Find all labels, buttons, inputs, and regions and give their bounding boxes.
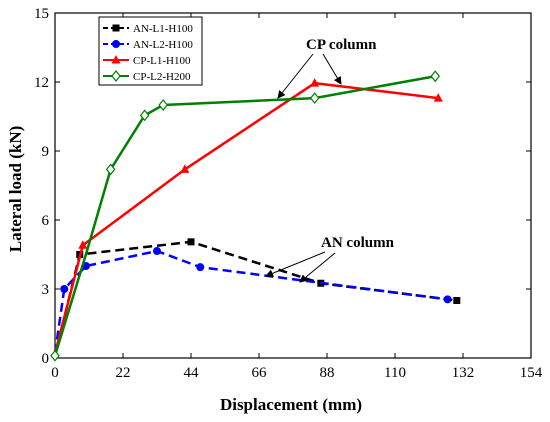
legend-marker bbox=[111, 55, 121, 64]
data-point bbox=[180, 164, 190, 173]
plot-area-border bbox=[54, 12, 532, 359]
legend-marker bbox=[112, 40, 120, 48]
annotation-layer: CP column AN column bbox=[265, 37, 395, 283]
data-point bbox=[453, 297, 461, 304]
y-axis-title: Lateral load (kN) bbox=[6, 126, 25, 253]
data-point bbox=[309, 92, 320, 105]
x-tick-label: 0 bbox=[51, 365, 59, 381]
x-tick-label: 66 bbox=[252, 365, 268, 381]
x-axis-title: Displacement (mm) bbox=[220, 395, 362, 414]
y-tick-label: 3 bbox=[42, 282, 50, 298]
series-1 bbox=[53, 238, 461, 356]
data-point bbox=[78, 240, 88, 249]
annotation-an-column: AN column bbox=[321, 235, 395, 251]
series-line bbox=[53, 81, 439, 354]
x-tick-label: 132 bbox=[452, 365, 475, 381]
annotation-arrow bbox=[265, 251, 326, 278]
data-point bbox=[158, 99, 168, 111]
legend: AN-L1-H100 AN-L2-H100 CP-L1-H100 CP-L2-H… bbox=[98, 16, 203, 86]
data-point bbox=[105, 163, 116, 176]
data-point bbox=[153, 247, 161, 256]
series-4 bbox=[50, 70, 440, 362]
data-point bbox=[60, 285, 69, 293]
y-tick-label: 6 bbox=[42, 213, 50, 229]
data-point bbox=[430, 70, 440, 83]
legend-marker bbox=[112, 24, 120, 32]
data-point bbox=[310, 78, 320, 87]
data-point bbox=[139, 109, 150, 122]
y-tick-label: 15 bbox=[34, 6, 49, 22]
data-point bbox=[196, 263, 205, 272]
annotation-arrow bbox=[277, 53, 314, 99]
x-tick-label: 154 bbox=[520, 365, 543, 381]
data-point bbox=[443, 295, 452, 304]
axis-ticks: 0 22 44 66 88 110 132 154 0 3 6 9 12 15 bbox=[34, 6, 543, 381]
legend-label-cp-l1: CP-L1-H100 bbox=[133, 55, 191, 67]
y-tick-label: 0 bbox=[42, 351, 50, 367]
x-tick-label: 88 bbox=[320, 365, 335, 381]
series-3 bbox=[53, 78, 443, 354]
plot-frame bbox=[54, 12, 532, 359]
y-tick-label: 12 bbox=[34, 75, 49, 91]
annotation-arrow bbox=[322, 53, 342, 85]
annotation-cp-column: CP column bbox=[306, 37, 377, 53]
legend-marker bbox=[111, 70, 121, 82]
x-tick-label: 22 bbox=[116, 365, 131, 381]
x-tick-label: 110 bbox=[384, 365, 406, 381]
y-tick-label: 9 bbox=[42, 144, 50, 160]
data-point bbox=[187, 238, 195, 246]
series-line bbox=[53, 75, 436, 357]
data-point bbox=[433, 93, 443, 102]
series-2 bbox=[53, 247, 452, 354]
data-point bbox=[50, 349, 60, 362]
legend-label-cp-l2: CP-L2-H200 bbox=[133, 71, 191, 83]
series-layer bbox=[50, 70, 461, 362]
x-tick-label: 44 bbox=[184, 365, 200, 381]
legend-label-an-l1: AN-L1-H100 bbox=[133, 23, 193, 35]
annotation-arrow bbox=[299, 252, 336, 283]
series-line bbox=[53, 249, 448, 354]
legend-label-an-l2: AN-L2-H100 bbox=[133, 39, 193, 51]
